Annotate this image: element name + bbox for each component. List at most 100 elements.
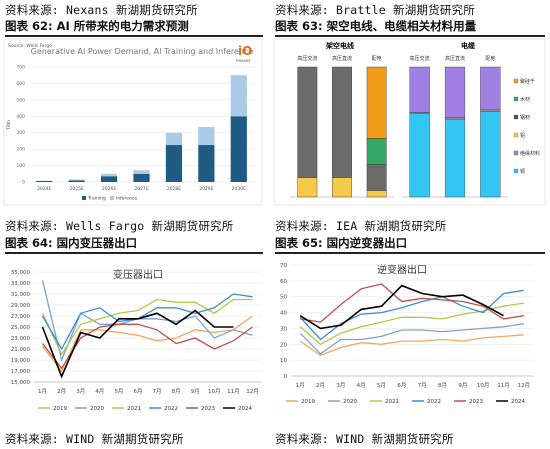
ai-x-tick-label: 2025E [69, 186, 83, 192]
ai-y-axis-label: TWh [6, 120, 12, 131]
inverter-x-tick-label: 4月 [357, 382, 366, 389]
ai-bar-training [100, 176, 118, 182]
inverter-x-tick-label: 12月 [518, 382, 531, 389]
inverter-line-2023 [300, 283, 524, 323]
nexans-logo-text: nexans [236, 58, 250, 63]
transformer-x-tick-label: 10月 [208, 388, 221, 395]
cable-bar-segment [444, 118, 466, 198]
inverter-legend-label: 2022 [427, 399, 441, 405]
ai-y-tick-label: 0 [22, 180, 25, 186]
overhead-bar-segment [366, 190, 387, 198]
nexans-logo: iO nexans [236, 44, 252, 63]
ai-power-demand-chart: Source: Wells Fargo Generative AI Power … [3, 38, 263, 206]
materials-usage-chart: 架空电线 电缆 高压交流 高压直流 配电 高压交流 高压直流 配电 聚硅千木材钢材铝绝缘材… [273, 38, 546, 206]
ai-x-tick-label: 2027E [134, 186, 148, 192]
cable-legend-label: 聚硅千 [520, 78, 535, 85]
transformer-legend-label: 2024 [238, 406, 252, 412]
title-rule-62 [5, 35, 263, 37]
overhead-bar-segment [297, 177, 318, 198]
source-note-65: 资料来源: IEA 新湖期货研究所 [275, 219, 447, 233]
cable-category-label: 配电 [485, 55, 495, 62]
transformer-x-tick-label: 11月 [227, 388, 240, 395]
inverter-y-tick-label: 50 [280, 295, 287, 301]
chart-title-64: 图表 64: 国内变压器出口 [5, 236, 138, 250]
ai-bar-training [68, 180, 85, 182]
transformer-legend: 2019 2020 2021 2022 2023 2024 [38, 406, 252, 412]
overhead-category-label: 高压交流 [297, 55, 317, 62]
inverter-x-tick-label: 11月 [497, 382, 510, 389]
transformer-x-tick-label: 3月 [76, 388, 85, 395]
inverter-legend-label: 2019 [301, 399, 315, 405]
cable-bar-segment [480, 66, 501, 111]
ai-x-tick-label: 2026E [102, 186, 116, 192]
inverter-x-tick-label: 7月 [418, 382, 427, 389]
transformer-x-tick-label: 2月 [57, 388, 66, 395]
ai-y-tick-label: 300 [16, 130, 25, 136]
cable-bar-segment [444, 66, 466, 118]
cable-bar-segment [409, 66, 430, 113]
ai-bar-training [230, 116, 247, 182]
overhead-bar-segment [366, 138, 387, 165]
inverter-chart-title: 逆变器出口 [377, 263, 427, 276]
transformer-y-tick-label: 27,000 [11, 314, 31, 320]
overhead-category-label: 高压直流 [332, 55, 352, 62]
ai-x-tick-label: 2024E [37, 186, 51, 192]
cable-legend-label: 铝 [520, 132, 525, 139]
chart-title-62: 图表 62: AI 所带来的电力需求预测 [5, 19, 189, 33]
ai-bar-inference [100, 173, 118, 177]
transformer-line-2020 [41, 280, 253, 363]
inverter-legend-label: 2024 [511, 399, 525, 405]
inverter-legend-label: 2021 [385, 399, 399, 405]
inverter-x-tick-label: 2月 [316, 382, 325, 389]
ai-legend-swatch [110, 196, 114, 200]
transformer-line-2023 [41, 323, 253, 370]
inverter-y-tick-label: 60 [280, 279, 287, 285]
transformer-legend-label: 2021 [127, 406, 141, 412]
ai-x-tick-label: 2030E [232, 186, 246, 192]
overhead-title: 架空电线 [325, 41, 354, 50]
transformer-y-tick-label: 29,000 [11, 303, 31, 309]
ai-legend-swatch [82, 196, 86, 200]
ai-chart-title: Generative AI Power Demand, AI Training … [31, 47, 254, 56]
chart-title-65: 图表 65: 国内逆变器出口 [275, 236, 408, 250]
cable-bar-segment [480, 110, 501, 198]
inverter-y-tick-label: 40 [280, 311, 287, 317]
inverter-x-tick-label: 9月 [458, 382, 467, 389]
transformer-line-2019 [41, 315, 253, 373]
ai-bar-training [198, 145, 215, 182]
inverter-x-tick-label: 3月 [336, 382, 345, 389]
ai-y-tick-label: 500 [16, 97, 25, 103]
source-label: Source: Wells Fargo [8, 43, 52, 49]
ai-bar-inference [198, 126, 215, 146]
cable-legend-swatch [513, 150, 519, 156]
ai-x-tick-label: 2028E [167, 186, 181, 192]
ai-legend-label: Inference [116, 196, 137, 202]
overhead-bar-segment [332, 66, 352, 178]
inverter-legend-label: 2023 [469, 399, 483, 405]
transformer-x-tick-label: 6月 [133, 388, 142, 395]
transformer-y-tick-label: 25,000 [11, 325, 31, 331]
transformer-y-tick-label: 21,000 [11, 347, 31, 353]
title-rule-64 [5, 252, 263, 254]
inverter-export-chart: 逆变器出口 0 10 20 30 40 50 60 70 1月 2月 3月 4月 5月 6月 7月 8月 9月 1… [280, 263, 534, 405]
cable-legend-swatch [513, 168, 519, 174]
inverter-line-2022 [299, 289, 524, 341]
ai-y-tick-label: 400 [16, 114, 25, 120]
transformer-y-tick-label: 35,000 [11, 270, 31, 276]
transformer-x-tick-label: 12月 [246, 388, 259, 395]
ai-y-tick-label: 700 [16, 65, 25, 71]
inverter-x-tick-label: 6月 [397, 382, 406, 389]
ai-y-tick-label: 200 [16, 147, 25, 153]
cable-category-label: 高压交流 [410, 55, 430, 62]
ai-bar-inference [165, 132, 183, 146]
transformer-legend-label: 2019 [53, 406, 67, 412]
cable-legend-label: 钢材 [520, 114, 530, 121]
inverter-x-tick-label: 5月 [377, 382, 386, 389]
cable-title: 电缆 [461, 41, 475, 50]
source-note-wind-right: 资料来源: WIND 新湖期货研究所 [275, 432, 454, 446]
inverter-line-2020 [299, 323, 524, 355]
ai-y-tick-label: 600 [16, 81, 25, 87]
title-rule-65 [275, 252, 545, 254]
transformer-y-tick-label: 31,000 [11, 292, 31, 298]
ai-bar-training [165, 145, 183, 182]
